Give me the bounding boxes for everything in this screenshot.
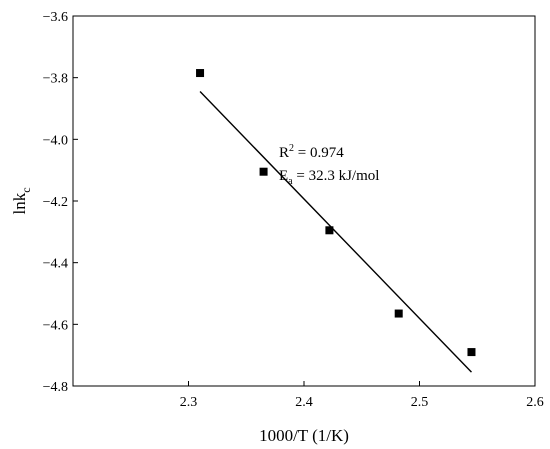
y-tick-label-1: −4.6 <box>43 318 68 333</box>
y-axis-label-sub: c <box>19 187 33 192</box>
data-points <box>196 69 476 357</box>
x-axis-label: 1000/T (1/K) <box>259 426 349 445</box>
data-point-3 <box>394 309 403 318</box>
y-tick-label-4: −4.0 <box>43 133 68 148</box>
activation-energy-annotation: Ea = 32.3 kJ/mol <box>279 168 379 187</box>
data-point-0 <box>196 69 205 78</box>
data-point-4 <box>467 348 476 357</box>
ea-base: E <box>279 168 288 184</box>
y-tick-label-3: −4.2 <box>43 195 68 210</box>
axis-ticks: 2.3 2.4 2.5 2.6 −4.8 −4.6 −4.4 −4.2 −4.0 −3.8 −3.6 <box>43 10 544 410</box>
data-point-2 <box>325 226 334 235</box>
r-squared-annotation: R2 = 0.974 <box>279 143 344 161</box>
x-tick-label-1: 2.4 <box>295 395 313 410</box>
x-tick-label-2: 2.5 <box>411 395 429 410</box>
y-tick-label-6: −3.6 <box>43 10 68 25</box>
r-squared-sup: 2 <box>289 143 294 154</box>
r-squared-base: R <box>279 145 289 161</box>
fit-line <box>199 91 472 373</box>
fit-line-group <box>199 91 472 373</box>
x-tick-label-0: 2.3 <box>180 395 198 410</box>
r-squared-value: = 0.974 <box>294 145 344 161</box>
data-point-1 <box>259 167 268 176</box>
y-tick-label-0: −4.8 <box>43 380 68 395</box>
ea-sub: a <box>288 176 293 187</box>
y-axis-label-main: lnk <box>10 192 29 214</box>
y-axis-label: lnkc <box>10 187 33 214</box>
x-tick-label-3: 2.6 <box>526 395 544 410</box>
ea-value: = 32.3 kJ/mol <box>293 168 380 184</box>
y-tick-label-5: −3.8 <box>43 72 68 87</box>
plot-frame <box>72 15 536 387</box>
y-tick-label-2: −4.4 <box>43 257 68 272</box>
